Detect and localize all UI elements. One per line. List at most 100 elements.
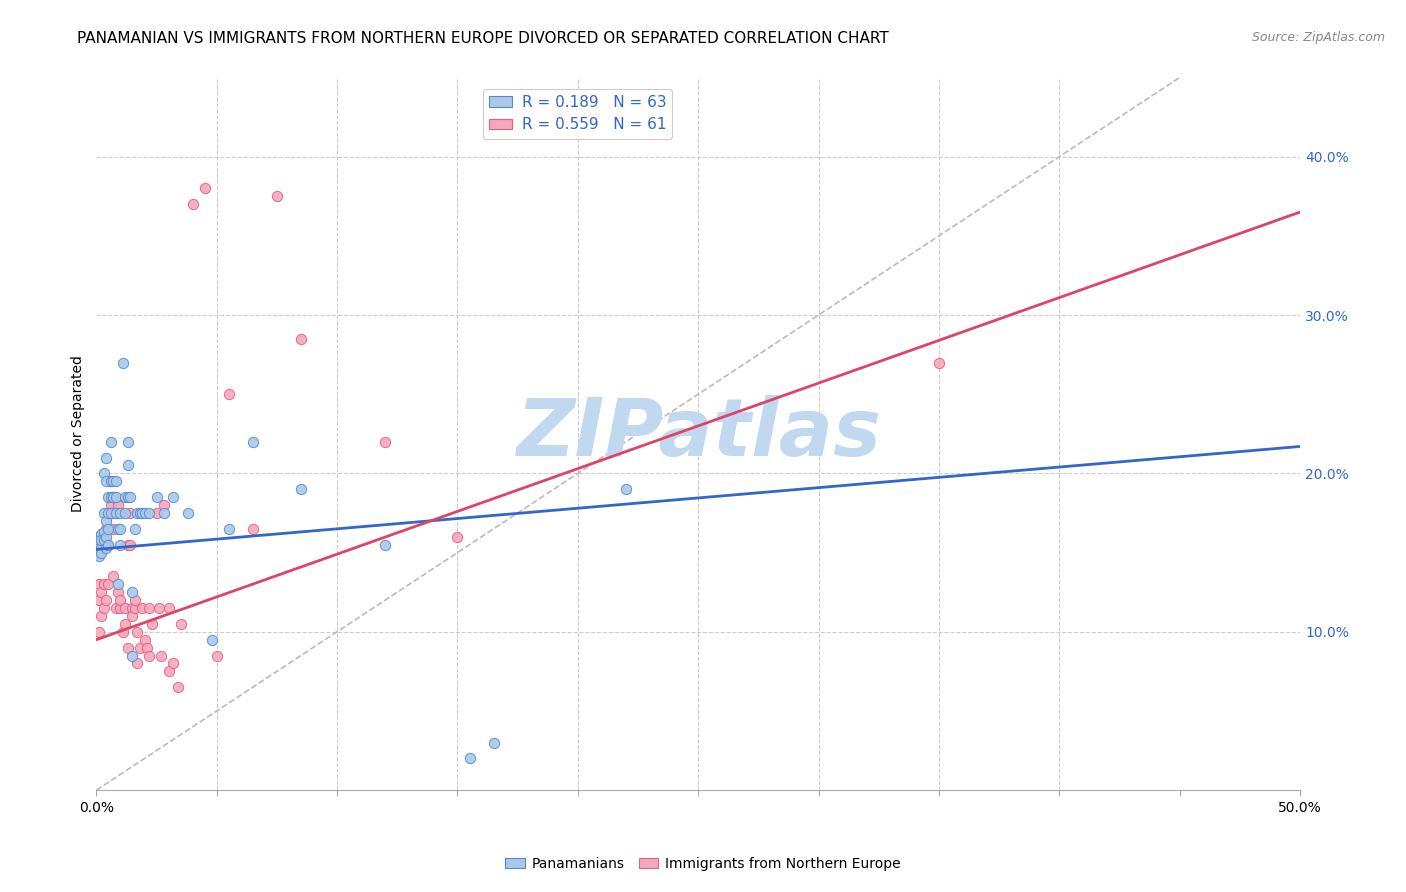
Point [107,498,129,512]
Point [100,475,122,489]
Point [100,434,122,449]
Point [90,541,112,555]
Point [90,545,112,559]
Point [103,475,125,489]
Point [131,506,153,520]
Point [104,506,127,520]
Point [93,506,115,520]
Point [94,514,117,528]
Point [482,736,505,750]
Point [374,538,396,552]
Point [100,475,122,489]
Point [152,498,174,512]
Point [117,434,139,449]
Point [94,450,117,465]
Point [93,577,115,591]
Point [177,506,200,520]
Point [138,506,160,520]
Point [242,522,264,536]
Point [104,490,127,504]
Point [114,490,136,504]
Point [93,601,115,615]
Point [121,601,143,615]
Point [120,538,142,552]
Text: ZIPatlas: ZIPatlas [516,395,880,473]
Point [162,657,184,671]
Point [100,498,122,512]
Point [110,593,132,607]
Point [218,387,240,401]
Point [107,577,129,591]
Point [94,541,117,555]
Point [134,506,156,520]
Point [93,467,115,481]
Point [218,522,240,536]
Point [127,506,149,520]
Point [124,601,146,615]
Point [117,458,139,473]
Point [103,506,125,520]
Point [103,490,125,504]
Point [148,601,170,615]
Point [114,506,136,520]
Point [128,640,150,655]
Point [94,522,117,536]
Point [94,593,117,607]
Point [446,530,468,544]
Point [87,533,110,547]
Point [87,593,110,607]
Point [110,601,132,615]
Point [111,355,134,369]
Point [169,616,191,631]
Point [145,506,167,520]
Point [110,538,132,552]
Point [117,490,139,504]
Point [97,506,120,520]
Point [181,197,204,211]
Point [103,490,125,504]
Text: Source: ZipAtlas.com: Source: ZipAtlas.com [1251,31,1385,45]
Point [194,181,217,195]
Point [110,522,132,536]
Point [290,482,312,496]
Point [614,482,637,496]
Point [121,609,143,624]
Point [928,355,950,369]
Point [242,434,264,449]
Point [124,593,146,607]
Point [138,648,160,663]
Point [117,538,139,552]
Point [150,648,173,663]
Point [103,569,125,583]
Point [97,538,120,552]
Point [90,609,112,624]
Point [93,533,115,547]
Y-axis label: Divorced or Separated: Divorced or Separated [72,355,86,512]
Point [157,601,180,615]
Point [157,665,180,679]
Point [90,585,112,599]
Point [128,506,150,520]
Point [201,632,224,647]
Point [107,585,129,599]
Point [87,530,110,544]
Point [266,189,288,203]
Point [127,657,149,671]
Point [117,640,139,655]
Point [87,538,110,552]
Point [100,506,122,520]
Point [120,506,142,520]
Point [111,624,134,639]
Point [205,648,228,663]
Point [110,506,132,520]
Point [94,475,117,489]
Point [458,751,481,765]
Point [97,490,120,504]
Point [90,533,112,547]
Point [93,524,115,539]
Point [120,490,142,504]
Point [87,624,110,639]
Point [374,434,396,449]
Point [97,522,120,536]
Point [138,601,160,615]
